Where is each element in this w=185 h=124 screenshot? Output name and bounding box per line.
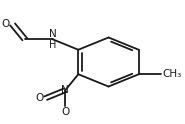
Text: H: H — [49, 40, 56, 50]
Text: N: N — [49, 29, 57, 39]
Text: O: O — [36, 93, 44, 103]
Text: O: O — [2, 19, 10, 30]
Text: N: N — [61, 85, 69, 95]
Text: O: O — [61, 107, 69, 117]
Text: CH₃: CH₃ — [162, 69, 181, 79]
